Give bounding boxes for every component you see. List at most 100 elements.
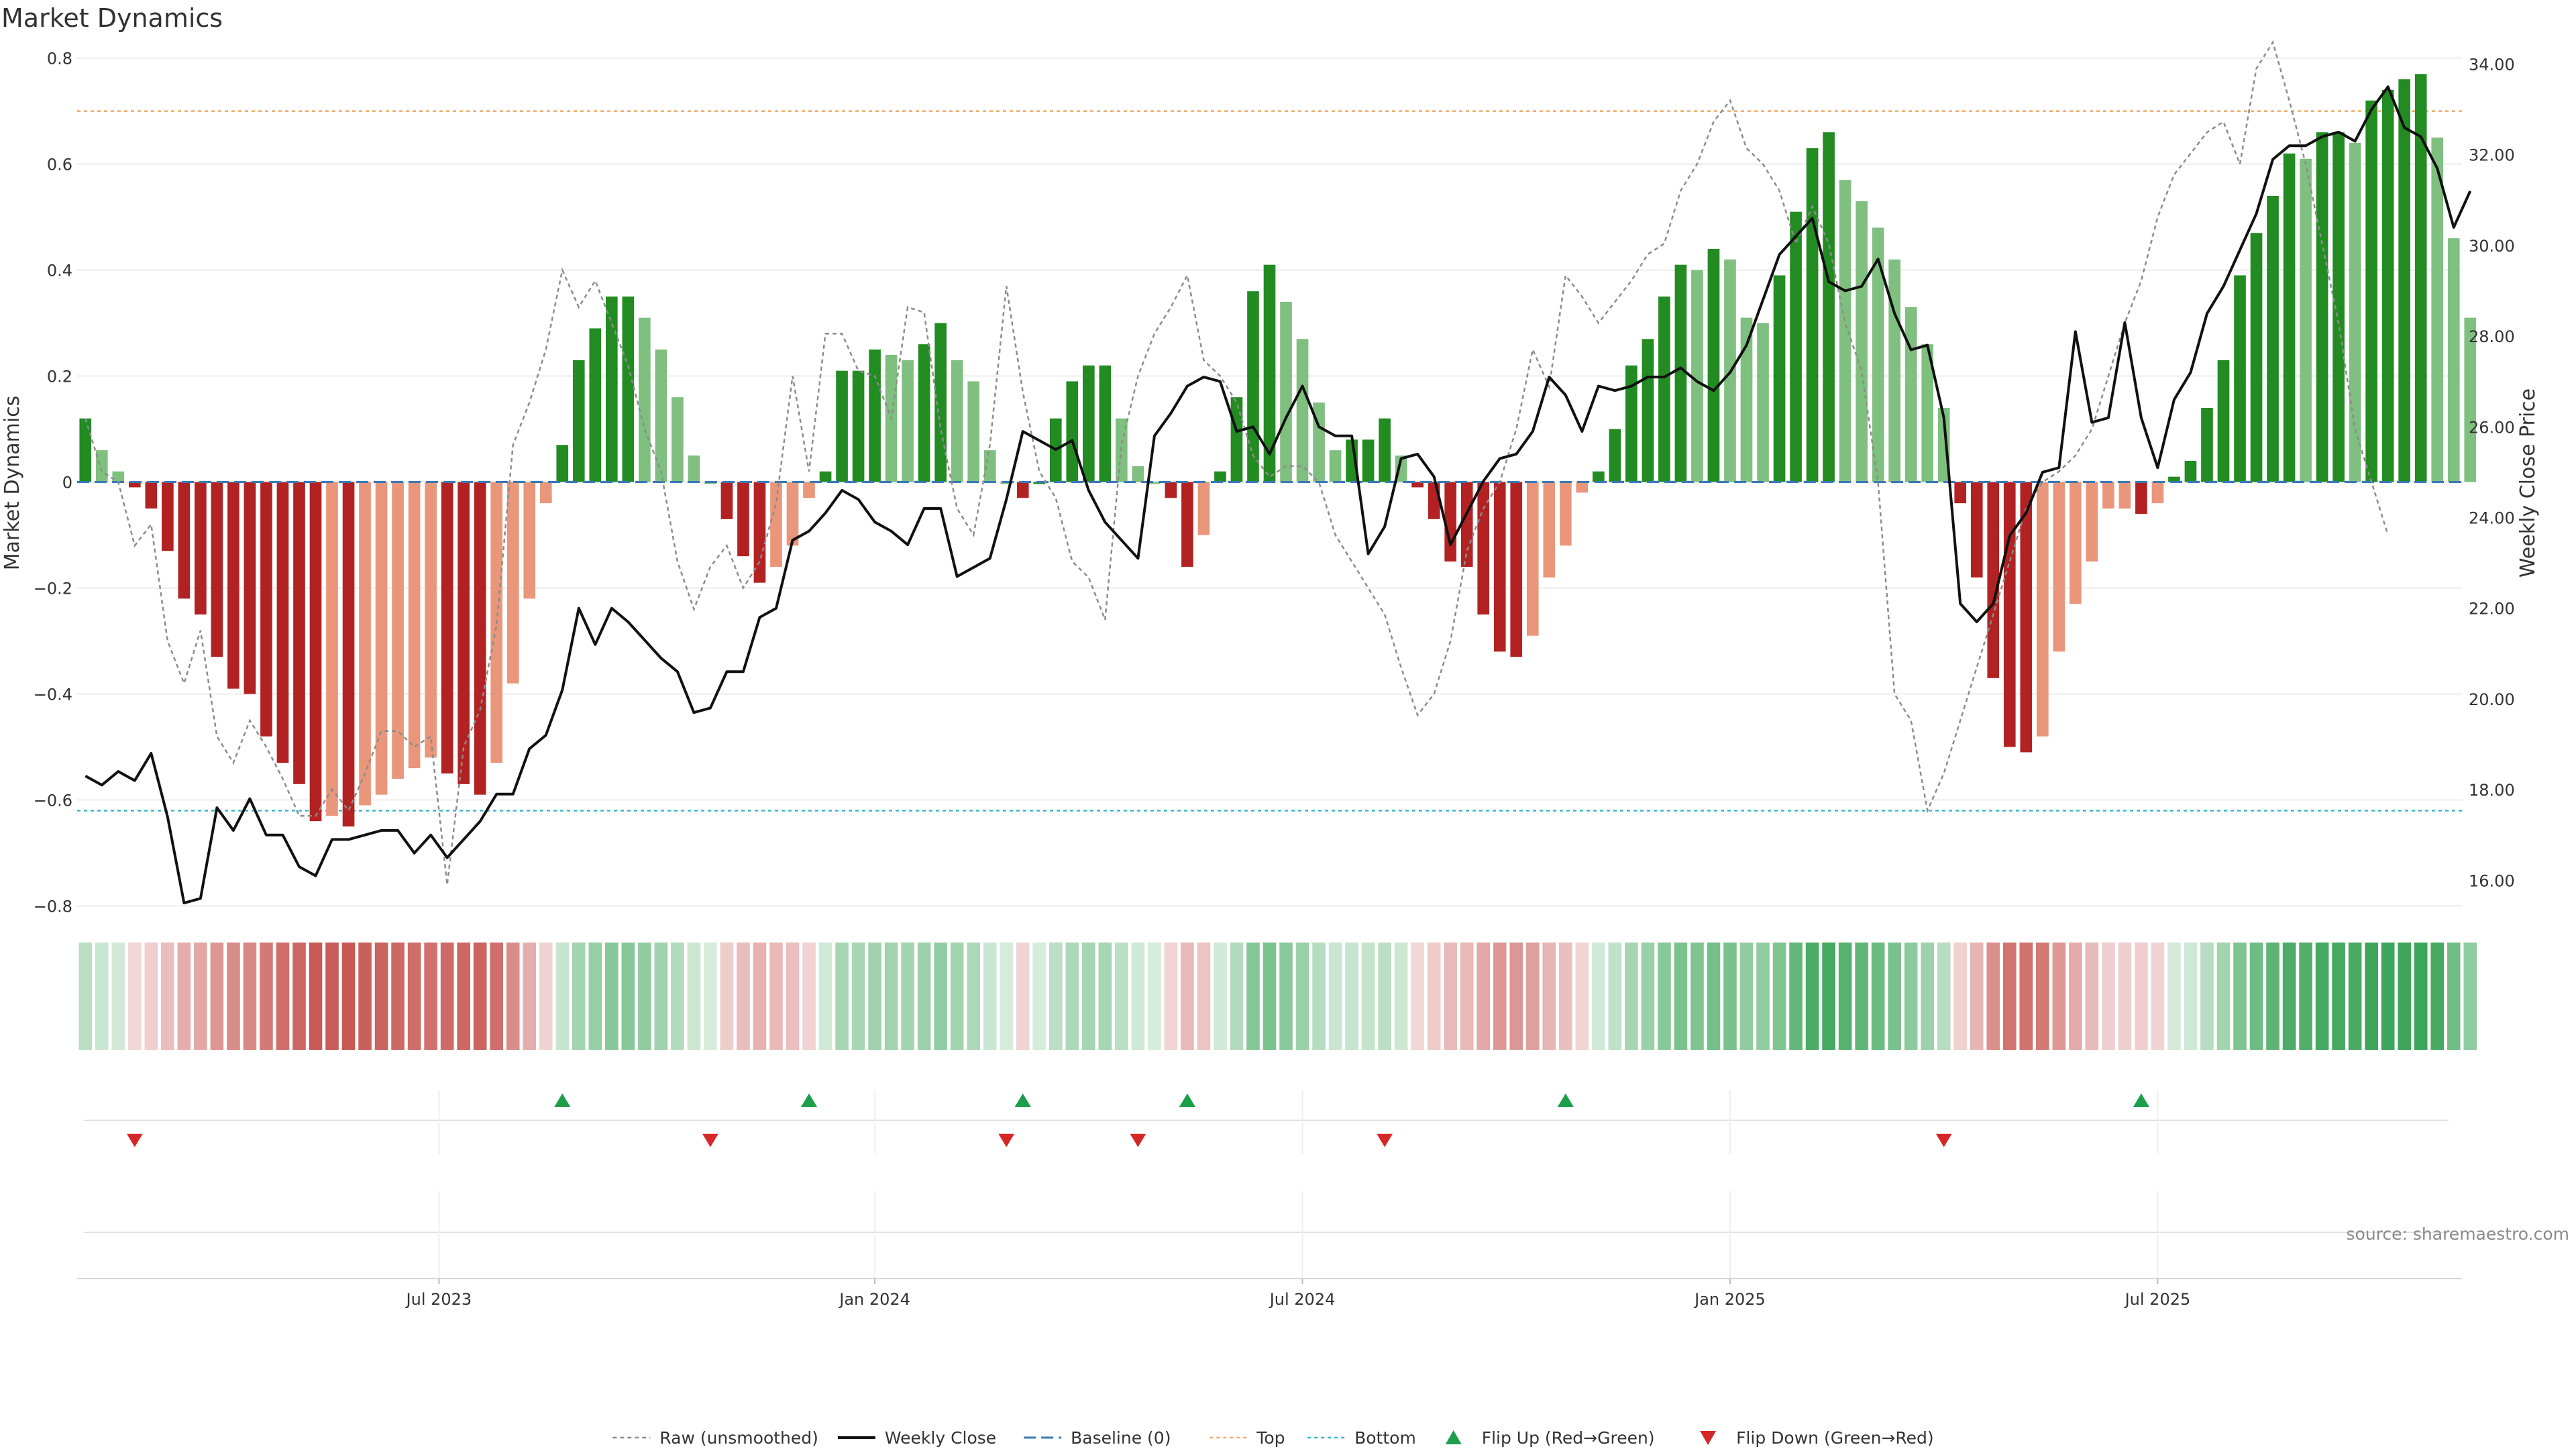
- heat-cell: [2463, 943, 2477, 1050]
- dynamics-bar: [95, 450, 108, 482]
- heat-cell: [1970, 943, 1984, 1050]
- dynamics-bar: [2086, 482, 2098, 562]
- heat-cell: [194, 943, 207, 1050]
- right-tick-label: 30.00: [2469, 237, 2515, 256]
- heat-cell: [572, 943, 586, 1050]
- dynamics-bar: [1132, 466, 1144, 482]
- dynamics-bar: [2201, 407, 2213, 482]
- heat-cell: [884, 943, 898, 1050]
- heat-cell: [490, 943, 503, 1050]
- right-tick-label: 22.00: [2469, 600, 2515, 619]
- x-tick-label: Jul 2025: [2124, 1290, 2191, 1309]
- heat-cell: [506, 943, 520, 1050]
- heat-cell: [2332, 943, 2345, 1050]
- heat-cell: [243, 943, 257, 1050]
- dynamics-bar: [1428, 482, 1440, 519]
- right-axis-label: Weekly Close Price: [2516, 388, 2540, 578]
- heat-cell: [440, 943, 454, 1050]
- dynamics-bar: [1263, 264, 1276, 482]
- heat-cell: [1394, 943, 1408, 1050]
- dynamics-bar: [441, 482, 453, 774]
- dynamics-bar: [1609, 429, 1621, 482]
- heat-cell: [1937, 943, 1951, 1050]
- dynamics-bar: [2332, 132, 2345, 482]
- dynamics-bar: [869, 350, 881, 482]
- heat-cell: [588, 943, 602, 1050]
- heat-cell: [1525, 943, 1540, 1050]
- heat-cell: [1509, 943, 1523, 1050]
- heat-cell: [276, 943, 290, 1050]
- dynamics-bar: [408, 482, 421, 769]
- dynamics-bar: [1165, 482, 1177, 498]
- dynamics-bar: [951, 360, 963, 482]
- dynamics-bar: [506, 482, 519, 684]
- dynamics-bar: [967, 381, 980, 482]
- dynamics-bar: [1593, 471, 1605, 482]
- dynamics-bar: [1691, 270, 1703, 482]
- dynamics-bar: [2250, 233, 2263, 482]
- flip-marker-panel: [84, 1090, 2449, 1278]
- right-tick-label: 16.00: [2469, 871, 2515, 890]
- heat-cell: [2398, 943, 2411, 1050]
- heat-cell: [1542, 943, 1556, 1050]
- dynamics-bar: [112, 471, 125, 482]
- dynamics-bar: [803, 482, 815, 498]
- dynamics-bar: [819, 471, 832, 482]
- heat-cell: [1822, 943, 1835, 1050]
- dynamics-bar: [1970, 482, 1983, 578]
- dynamics-bar: [1872, 227, 1884, 482]
- legend-item: Top: [1210, 1428, 1285, 1448]
- heat-cell: [1592, 943, 1605, 1050]
- dynamics-bar: [1329, 450, 1342, 482]
- dynamics-bar: [934, 323, 947, 482]
- legend-swatch: [1700, 1431, 1717, 1445]
- heat-cell: [1197, 943, 1211, 1050]
- dynamics-bar: [786, 482, 799, 546]
- dynamics-bar: [770, 482, 782, 567]
- heat-cell: [2266, 943, 2279, 1050]
- heat-cell: [2348, 943, 2362, 1050]
- dynamics-bar: [2447, 238, 2460, 482]
- heat-cell: [851, 943, 865, 1050]
- dynamics-bar: [589, 328, 602, 482]
- heat-cell: [2430, 943, 2445, 1050]
- dynamics-bar: [672, 397, 684, 482]
- right-tick-label: 26.00: [2469, 418, 2515, 437]
- dynamics-bar: [145, 482, 158, 509]
- right-tick-label: 20.00: [2469, 690, 2515, 709]
- heat-cell: [983, 943, 997, 1050]
- heat-cell: [1181, 943, 1194, 1050]
- dynamics-bar: [2431, 138, 2444, 482]
- dynamics-bar: [244, 482, 256, 694]
- heat-cell: [1625, 943, 1638, 1050]
- dynamics-bar: [1016, 482, 1029, 498]
- dynamics-bar: [2036, 482, 2049, 737]
- dynamics-bar: [1888, 259, 1900, 482]
- dynamics-bar: [1296, 339, 1309, 482]
- heat-cell: [704, 943, 717, 1050]
- heat-cell: [901, 943, 914, 1050]
- heat-cell: [1690, 943, 1704, 1050]
- heat-cell: [1361, 943, 1375, 1050]
- dynamics-bar: [836, 370, 848, 482]
- left-tick-label: 0.6: [47, 156, 72, 174]
- heat-cell: [2249, 943, 2263, 1050]
- dynamics-bar: [523, 482, 536, 599]
- dynamics-bar: [2381, 89, 2394, 482]
- heat-cell: [260, 943, 273, 1050]
- dynamics-bar: [359, 482, 371, 806]
- flip-up-marker: [1179, 1093, 1195, 1107]
- heat-cell: [1739, 943, 1754, 1050]
- dynamics-bar: [128, 482, 141, 488]
- right-tick-label: 28.00: [2469, 327, 2515, 346]
- heat-cell: [325, 943, 339, 1050]
- dynamics-bar: [1247, 291, 1259, 482]
- heat-cell: [1674, 943, 1688, 1050]
- heat-cell: [1378, 943, 1391, 1050]
- dynamics-bar: [260, 482, 272, 737]
- right-tick-label: 32.00: [2469, 146, 2515, 165]
- heat-cell: [1871, 943, 1885, 1050]
- heat-cell: [1263, 943, 1277, 1050]
- heat-cell: [78, 943, 93, 1050]
- flip-down-marker: [126, 1134, 143, 1147]
